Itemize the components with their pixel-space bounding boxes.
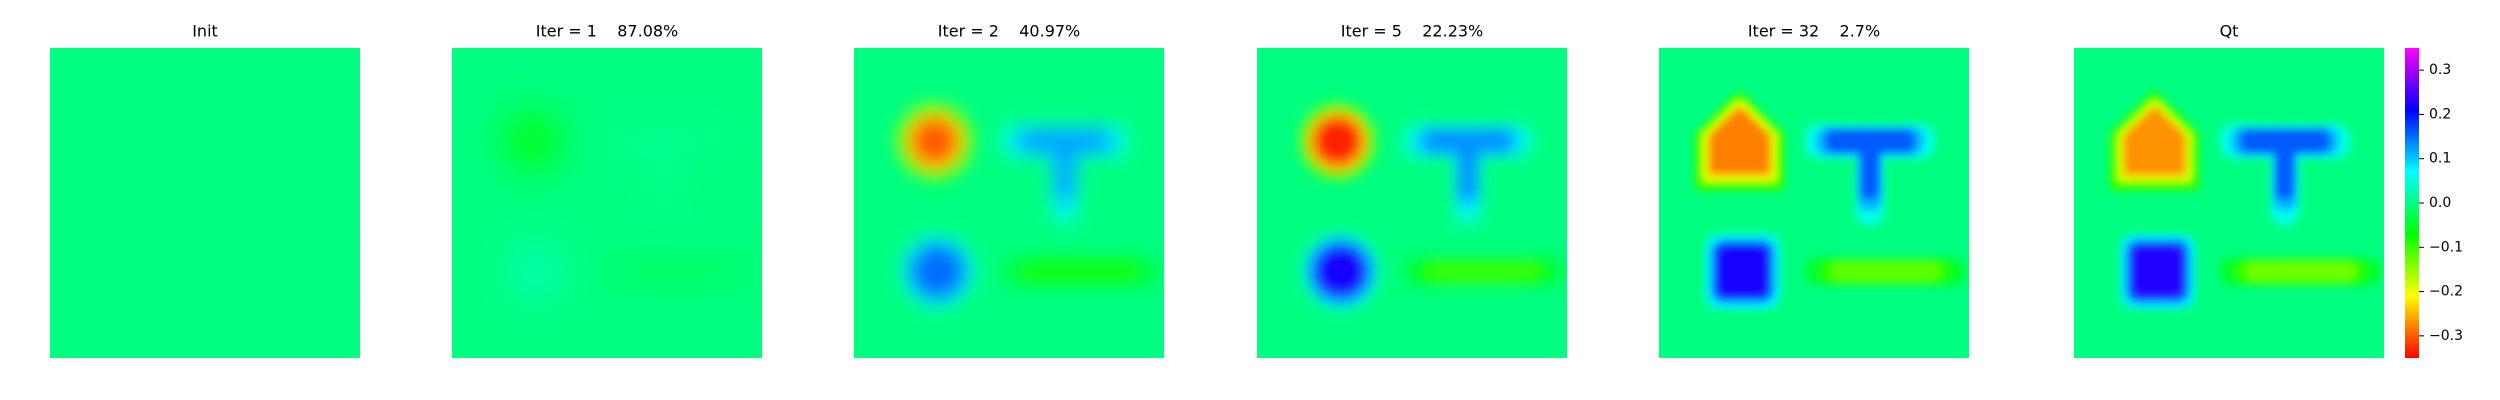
colorbar-tick-label: −0.2 — [2429, 284, 2463, 300]
heatmap-blobs — [92, 103, 358, 309]
colorbar-tick-label: 0.3 — [2429, 62, 2451, 78]
blob — [1708, 107, 1771, 175]
heatmap-blobs — [896, 103, 1162, 309]
blob — [1311, 115, 1364, 167]
heatmap-background — [1659, 48, 1969, 358]
blob — [1024, 261, 1137, 282]
colorbar-tick-label: 0.0 — [2429, 195, 2451, 211]
colorbar-tick-label: −0.1 — [2429, 239, 2463, 255]
heatmap — [50, 48, 360, 358]
heatmap-blobs — [2109, 91, 2382, 309]
blob — [622, 261, 735, 282]
blob — [1829, 261, 1942, 282]
blob — [1427, 261, 1540, 282]
panel-title: Iter = 1 87.08% — [536, 22, 679, 41]
blob — [509, 245, 562, 298]
blob — [2131, 245, 2184, 298]
colorbar-tick-label: 0.1 — [2429, 151, 2451, 167]
heatmap — [2074, 48, 2384, 358]
panel-title: Iter = 32 2.7% — [1748, 22, 1880, 41]
blob — [220, 261, 333, 282]
blob — [1716, 245, 1769, 298]
heatmap-background — [2074, 48, 2384, 358]
blob — [2123, 107, 2186, 175]
heatmap-blobs — [1694, 91, 1967, 309]
panel-title: Iter = 5 22.23% — [1341, 22, 1484, 41]
blob — [1054, 129, 1075, 199]
panel-title: Iter = 2 40.97% — [938, 22, 1081, 41]
colorbar-tick-label: 0.2 — [2429, 106, 2451, 122]
heatmap-background — [452, 48, 762, 358]
heatmap-blobs — [1299, 103, 1565, 309]
blob — [652, 129, 673, 199]
blob — [250, 129, 271, 199]
heatmap-background — [1257, 48, 1567, 358]
blob — [908, 115, 961, 167]
heatmap — [1659, 48, 1969, 358]
blob — [104, 115, 157, 167]
blob — [2274, 129, 2295, 199]
blob — [1859, 129, 1880, 199]
heatmap — [452, 48, 762, 358]
panel-title: Qt — [2220, 22, 2239, 41]
blob — [107, 245, 160, 298]
blob — [911, 245, 964, 298]
heatmap-background — [854, 48, 1164, 358]
colorbar-tick-label: −0.3 — [2429, 328, 2463, 344]
heatmap — [854, 48, 1164, 358]
blob — [506, 115, 559, 167]
heatmap-background — [50, 48, 360, 358]
heatmap-blobs — [494, 103, 760, 309]
blob — [1314, 245, 1367, 298]
heatmap — [1257, 48, 1567, 358]
blob — [1457, 129, 1478, 199]
panel-title: Init — [192, 22, 218, 41]
colorbar — [2405, 48, 2419, 358]
blob — [2244, 261, 2357, 282]
